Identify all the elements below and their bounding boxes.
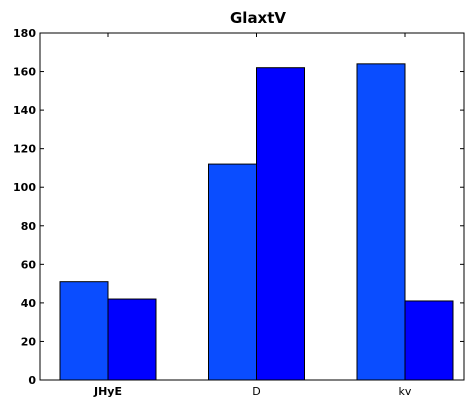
y-tick-label: 40	[21, 297, 37, 310]
bar-kv-series-2	[404, 300, 454, 381]
bar-jhye-series-1	[59, 281, 109, 381]
y-tick-label: 0	[28, 374, 36, 387]
x-tick-label: JHyE	[93, 385, 122, 398]
y-tick-label: 60	[21, 258, 37, 271]
y-tick-label: 80	[21, 220, 37, 233]
y-tick-label: 20	[21, 335, 37, 348]
bars-layer	[59, 63, 454, 381]
y-tick-label: 180	[13, 27, 36, 40]
y-tick-label: 160	[13, 66, 36, 79]
y-tick-label: 120	[13, 143, 36, 156]
bar-d-series-1	[208, 163, 257, 381]
chart-title: GlaxtV	[230, 9, 286, 27]
bar-d-series-2	[256, 67, 305, 381]
y-tick-label: 100	[13, 181, 36, 194]
x-tick-label: D	[252, 385, 260, 398]
bar-jhye-series-2	[107, 298, 157, 381]
plot-frame	[39, 32, 465, 381]
x-tick-label: kv	[399, 385, 412, 398]
bar-kv-series-1	[356, 63, 406, 381]
y-ticks-layer: 0 20 40 60 80 100 120 140 160 180	[13, 27, 464, 387]
y-tick-label: 140	[13, 104, 36, 117]
